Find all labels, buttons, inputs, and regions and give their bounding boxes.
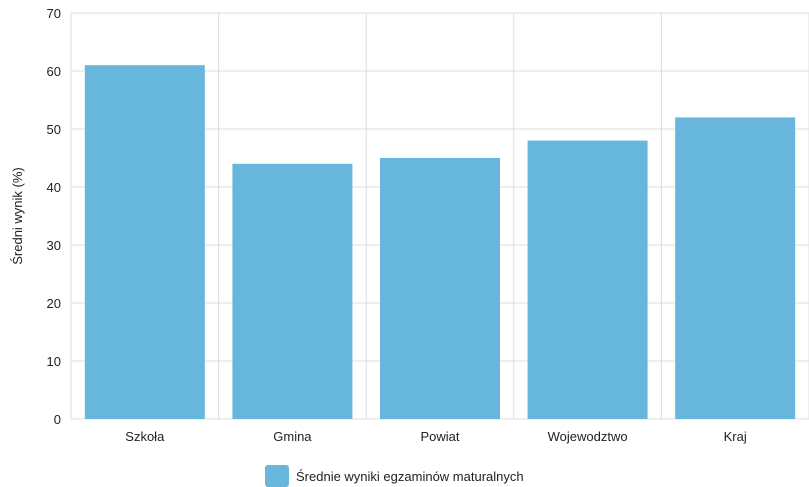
x-tick-label: Wojewodztwo <box>548 429 628 444</box>
x-tick-label: Gmina <box>273 429 312 444</box>
legend-label: Średnie wyniki egzaminów maturalnych <box>296 469 524 484</box>
legend[interactable]: Średnie wyniki egzaminów maturalnych <box>265 465 524 487</box>
bar[interactable] <box>675 117 796 420</box>
x-axis-ticks: Szkoła Gmina Powiat Wojewodztwo Kraj <box>125 429 747 444</box>
bar[interactable] <box>84 65 205 419</box>
bars <box>84 65 796 420</box>
y-axis-title: Średni wynik (%) <box>10 167 25 265</box>
y-tick-label: 20 <box>47 296 61 311</box>
y-axis-ticks: 0 10 20 30 40 50 60 70 <box>47 6 61 427</box>
legend-swatch <box>265 465 289 487</box>
y-tick-label: 0 <box>54 412 61 427</box>
y-tick-label: 30 <box>47 238 61 253</box>
bar[interactable] <box>527 140 648 419</box>
x-tick-label: Powiat <box>420 429 459 444</box>
bar[interactable] <box>380 158 500 419</box>
y-tick-label: 50 <box>47 122 61 137</box>
x-tick-label: Szkoła <box>125 429 165 444</box>
y-tick-label: 60 <box>47 64 61 79</box>
y-tick-label: 40 <box>47 180 61 195</box>
y-tick-label: 70 <box>47 6 61 21</box>
x-tick-label: Kraj <box>724 429 747 444</box>
y-tick-label: 10 <box>47 354 61 369</box>
bar[interactable] <box>232 163 353 419</box>
